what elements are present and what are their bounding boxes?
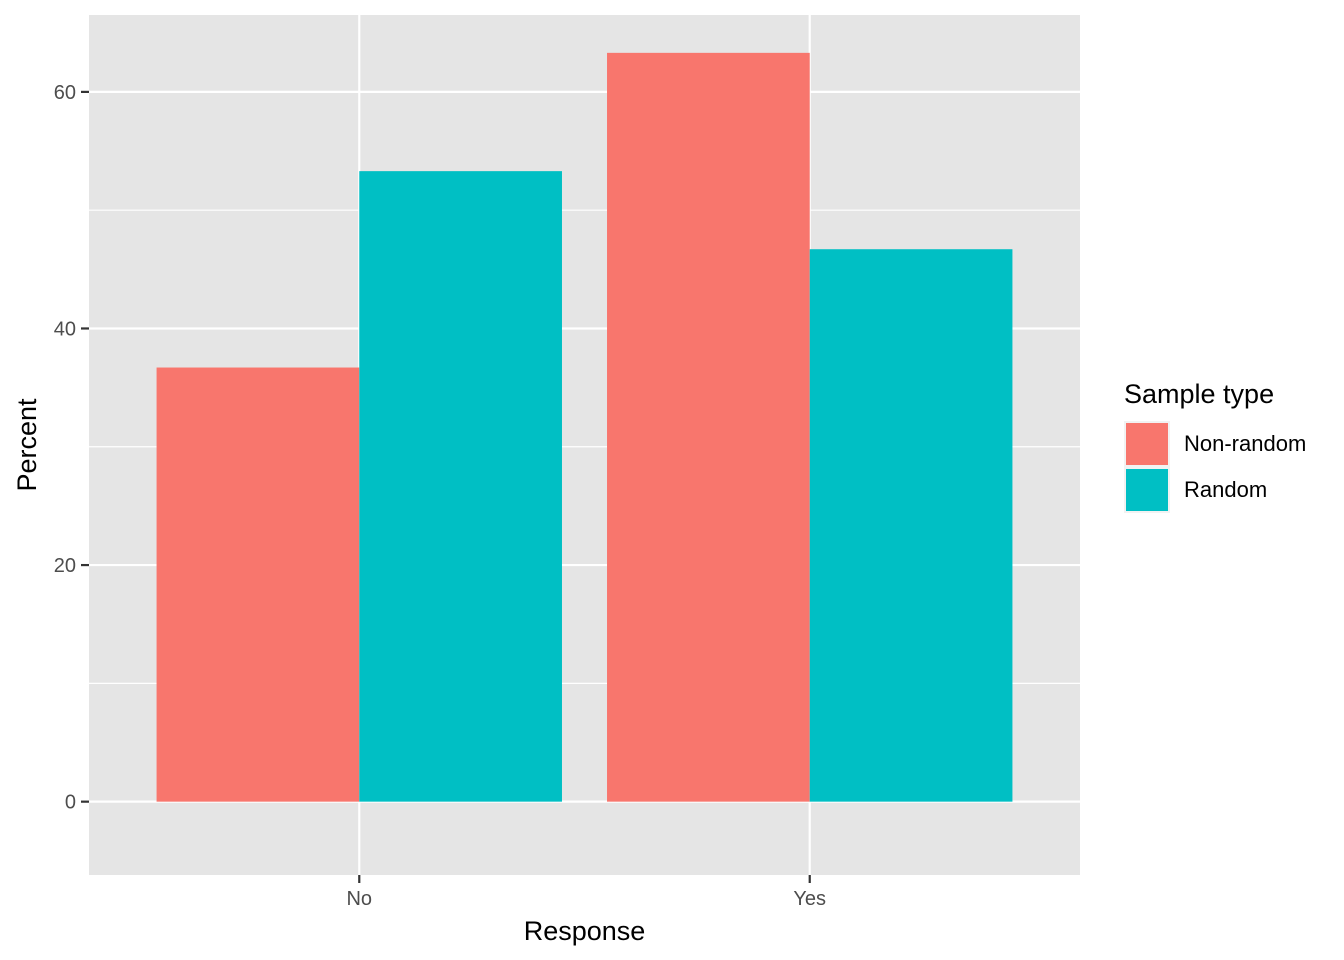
- legend-swatch: [1126, 423, 1168, 465]
- legend-label: Random: [1184, 477, 1267, 502]
- y-tick-label: 60: [54, 82, 76, 104]
- bar-no-random: [359, 171, 562, 802]
- bar-yes-random: [809, 249, 1013, 802]
- bar-no-non-random: [156, 367, 360, 802]
- y-tick-label: 20: [54, 555, 76, 577]
- x-tick-label: No: [346, 888, 372, 910]
- bar-yes-non-random: [607, 52, 810, 802]
- legend-label: Non-random: [1184, 431, 1306, 456]
- y-tick-label: 40: [54, 318, 76, 340]
- x-axis: No Yes: [346, 875, 826, 910]
- y-axis-title: Percent: [12, 398, 42, 492]
- legend-title: Sample type: [1124, 379, 1274, 409]
- bars: [156, 52, 1013, 802]
- legend-swatch: [1126, 469, 1168, 511]
- x-axis-title: Response: [524, 916, 646, 946]
- y-axis: 0 20 40 60: [54, 82, 89, 814]
- y-tick-label: 0: [65, 792, 76, 814]
- x-tick-label: Yes: [793, 888, 826, 910]
- legend: Sample type Non-random Random: [1124, 379, 1306, 513]
